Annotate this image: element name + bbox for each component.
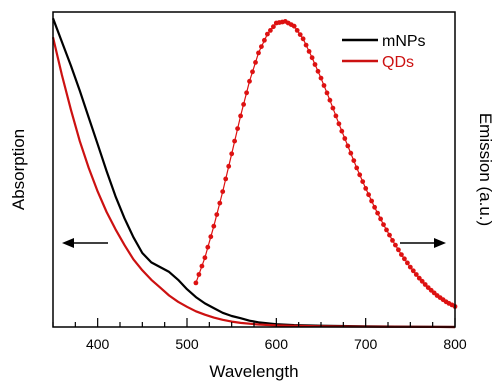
data-point-qds-emission xyxy=(297,32,303,37)
data-point-qds-emission xyxy=(360,179,366,185)
left-arrow-icon xyxy=(62,238,108,248)
data-point-qds-emission xyxy=(369,198,374,204)
data-point-qds-emission xyxy=(250,69,255,75)
series-line-qds-emission xyxy=(195,20,456,308)
data-point-qds-emission xyxy=(294,28,300,33)
right-arrow-icon xyxy=(400,238,446,248)
data-point-qds-emission xyxy=(318,75,324,81)
data-point-qds-emission xyxy=(253,60,258,65)
series-layer xyxy=(51,17,458,329)
data-point-qds-emission xyxy=(211,223,217,229)
data-point-qds-emission xyxy=(399,252,404,257)
data-point-qds-emission xyxy=(202,255,208,261)
data-point-qds-emission xyxy=(223,176,229,182)
data-point-qds-emission xyxy=(345,143,351,149)
data-point-qds-emission xyxy=(416,275,422,281)
data-point-qds-emission xyxy=(387,232,392,238)
data-point-qds-emission xyxy=(217,200,223,206)
data-point-qds-emission xyxy=(300,36,306,42)
data-point-qds-emission xyxy=(199,263,205,269)
x-tick-label: 800 xyxy=(443,336,467,352)
x-tick-label: 400 xyxy=(86,336,110,352)
data-point-qds-emission xyxy=(214,212,220,218)
arrow-head xyxy=(434,238,446,248)
data-point-qds-emission xyxy=(268,28,273,33)
data-point-qds-emission xyxy=(193,280,199,286)
data-point-qds-emission xyxy=(265,31,270,37)
data-point-qds-emission xyxy=(309,55,315,61)
data-point-qds-emission xyxy=(321,83,327,88)
y-axis-label-right: Emission (a.u.) xyxy=(476,113,495,226)
data-point-qds-emission xyxy=(384,227,389,233)
data-point-qds-emission xyxy=(208,234,214,240)
data-point-qds-emission xyxy=(247,78,252,84)
data-point-qds-emission xyxy=(271,24,276,30)
data-point-qds-emission xyxy=(342,136,348,141)
data-point-qds-emission xyxy=(333,113,339,119)
data-point-qds-emission xyxy=(229,151,235,157)
data-point-qds-emission xyxy=(407,264,413,270)
x-tick-label: 600 xyxy=(265,336,289,352)
data-point-qds-emission xyxy=(244,90,250,96)
series-line-mnps-absorption xyxy=(51,17,456,329)
data-point-qds-emission xyxy=(315,68,321,74)
data-point-qds-emission xyxy=(393,242,398,248)
data-point-qds-emission xyxy=(306,49,312,54)
data-point-qds-emission xyxy=(405,260,410,266)
data-point-qds-emission xyxy=(351,158,357,164)
x-tick-label: 700 xyxy=(354,336,378,352)
data-point-qds-emission xyxy=(402,256,407,262)
data-point-qds-emission xyxy=(354,165,360,171)
data-point-qds-emission xyxy=(303,42,309,48)
data-point-qds-emission xyxy=(259,44,264,49)
y-axis-label-left: Absorption xyxy=(9,129,28,210)
x-tick-label: 500 xyxy=(175,336,199,352)
data-point-qds-emission xyxy=(238,113,244,119)
data-point-qds-emission xyxy=(312,62,318,67)
data-point-qds-emission xyxy=(375,210,380,216)
data-point-qds-emission xyxy=(196,272,202,277)
data-point-qds-emission xyxy=(390,238,395,243)
legend-label-qds: QDs xyxy=(382,54,414,71)
data-point-qds-emission xyxy=(241,102,247,107)
legend-label-mnps: mNPs xyxy=(382,33,426,50)
arrow-head xyxy=(62,238,74,248)
series-line-qds-absorption xyxy=(51,36,456,329)
data-point-qds-emission xyxy=(220,189,226,195)
legend: mNPs QDs xyxy=(342,33,426,71)
data-point-qds-emission xyxy=(357,172,363,178)
data-point-qds-emission xyxy=(235,126,241,131)
data-point-qds-emission xyxy=(413,272,419,277)
data-point-qds-emission xyxy=(205,244,211,250)
data-point-qds-emission xyxy=(366,192,371,198)
data-point-qds-emission xyxy=(232,138,238,144)
data-point-qds-emission xyxy=(348,150,354,156)
data-point-qds-emission xyxy=(336,121,342,127)
data-point-qds-emission xyxy=(291,23,297,29)
data-point-qds-emission xyxy=(324,90,330,96)
data-point-qds-emission xyxy=(381,222,386,228)
data-point-qds-emission xyxy=(339,128,345,134)
data-point-qds-emission xyxy=(396,247,401,253)
data-point-qds-emission xyxy=(262,37,267,43)
data-point-qds-emission xyxy=(422,282,428,287)
data-point-qds-emission xyxy=(327,97,333,103)
data-point-qds-emission xyxy=(378,216,383,222)
data-point-qds-emission xyxy=(256,50,261,56)
x-axis-label: Wavelength xyxy=(209,362,298,381)
x-ticks: 400 500 600 700 800 xyxy=(52,318,467,352)
data-point-qds-emission xyxy=(363,186,369,191)
data-point-qds-emission xyxy=(330,105,336,111)
data-point-qds-emission xyxy=(419,278,425,284)
data-point-qds-emission xyxy=(372,204,377,210)
data-point-qds-emission xyxy=(226,163,232,169)
data-point-qds-emission xyxy=(410,268,416,274)
